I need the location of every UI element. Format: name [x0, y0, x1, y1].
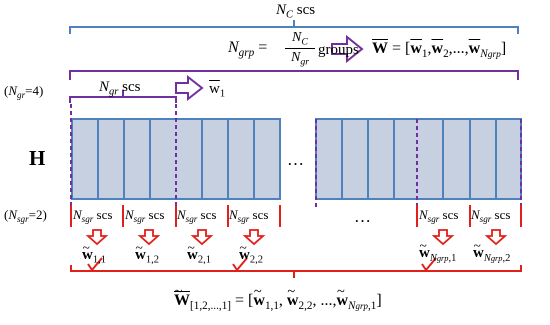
arrow-right-icon — [175, 74, 204, 102]
w-vector-definition: W = [w1,w2,...,wNgrp] — [372, 40, 507, 60]
ngr-label: (Ngr=4) — [4, 83, 44, 101]
sub-vector-1-1: w1,1 — [82, 241, 106, 266]
nsgr-scs-label: Nsgr scs — [471, 207, 511, 225]
final-equation: W[1,2,...,1] = [w1,1, w2,2, ...,wNgrp,1] — [174, 285, 382, 312]
down-arrow-icon — [431, 229, 455, 246]
nsgr-scs-label: Nsgr scs — [177, 207, 217, 225]
down-arrow-icon — [137, 229, 161, 246]
nc-unit: scs — [296, 2, 316, 18]
matrix-block-left — [71, 118, 281, 200]
nc-sub: C — [286, 9, 294, 21]
middle-ellipsis: … — [287, 150, 304, 169]
subgroup-ticks — [70, 205, 522, 227]
w1-vector: w1 — [209, 81, 226, 100]
ngrp-brace — [69, 70, 519, 80]
w-tilde-matrix-symbol: W — [174, 285, 190, 309]
down-arrow-icon — [85, 229, 109, 246]
matrix-block-right — [315, 118, 522, 200]
nsgr-scs-label: Nsgr scs — [73, 207, 113, 225]
nc-brace — [69, 20, 519, 34]
matrix-h-label: H — [29, 146, 46, 170]
final-brace — [70, 265, 522, 278]
ngrp-unit: groups — [318, 42, 359, 58]
sub-vector-ngrp-2: wNgrp,2 — [473, 239, 510, 264]
down-arrow-icon — [242, 229, 266, 246]
nc-symbol: N — [276, 2, 287, 18]
nsgr-scs-label: Nsgr scs — [125, 207, 165, 225]
w-matrix-symbol: W — [372, 40, 388, 57]
nsgr-label: (Nsgr=2) — [4, 207, 47, 225]
arrow-right-icon — [331, 34, 364, 64]
down-arrows — [85, 229, 508, 246]
down-arrow-icon — [484, 229, 508, 246]
ngrp-fraction: NC Ngr — [285, 31, 315, 67]
sub-vector-2-1: w2,1 — [187, 241, 211, 266]
nc-label: NC scs — [276, 3, 315, 21]
bottom-ellipsis: … — [354, 207, 371, 226]
down-arrow-icon — [190, 229, 214, 246]
sub-vector-1-2: w1,2 — [135, 241, 159, 266]
group-separators — [70, 104, 522, 208]
ngr-scs-label: Ngr scs — [99, 79, 141, 98]
nsgr-scs-label: Nsgr scs — [419, 207, 459, 225]
sub-vector-2-2: w2,2 — [239, 241, 263, 266]
ngr-brace — [69, 90, 177, 103]
sub-vector-ngrp-1: wNgrp,1 — [419, 239, 456, 264]
ngrp-lhs: Ngrp = — [228, 39, 268, 59]
nsgr-scs-label: Nsgr scs — [229, 207, 269, 225]
